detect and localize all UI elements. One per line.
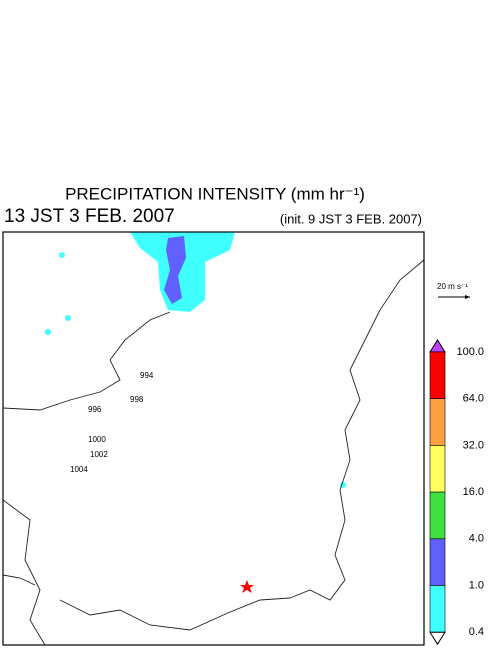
colorbar-segment <box>429 538 446 586</box>
vector-scale-label: 20 m s⁻¹ <box>437 282 468 291</box>
title: PRECIPITATION INTENSITY (mm hr⁻¹) <box>65 184 365 203</box>
init-time: (init. 9 JST 3 FEB. 2007) <box>280 211 422 226</box>
colorbar-segment <box>429 398 446 446</box>
map-area <box>3 232 424 645</box>
contour-label: 1000 <box>88 435 106 444</box>
contour-label: 996 <box>88 405 102 414</box>
colorbar-segment <box>429 351 446 400</box>
colorbar: 100.0 64.0 32.0 16.0 4.0 1.0 0.4 <box>429 339 484 646</box>
colorbar-label: 4.0 <box>469 533 484 545</box>
contour-label: 994 <box>140 371 154 380</box>
contour-label: 1004 <box>70 465 88 474</box>
colorbar-label: 64.0 <box>463 393 484 405</box>
colorbar-label: 32.0 <box>463 439 484 451</box>
colorbar-over <box>429 339 446 353</box>
colorbar-label: 16.0 <box>463 486 484 498</box>
valid-time: 13 JST 3 FEB. 2007 <box>4 206 175 227</box>
colorbar-under <box>429 631 446 646</box>
colorbar-segment <box>429 491 446 540</box>
contour-label: 1002 <box>90 450 108 459</box>
colorbar-segment <box>429 445 446 493</box>
colorbar-label: 0.4 <box>469 626 484 638</box>
colorbar-label: 100.0 <box>456 346 484 358</box>
colorbar-label: 1.0 <box>469 579 484 591</box>
colorbar-segment <box>429 585 446 633</box>
contour-label: 998 <box>130 395 144 404</box>
